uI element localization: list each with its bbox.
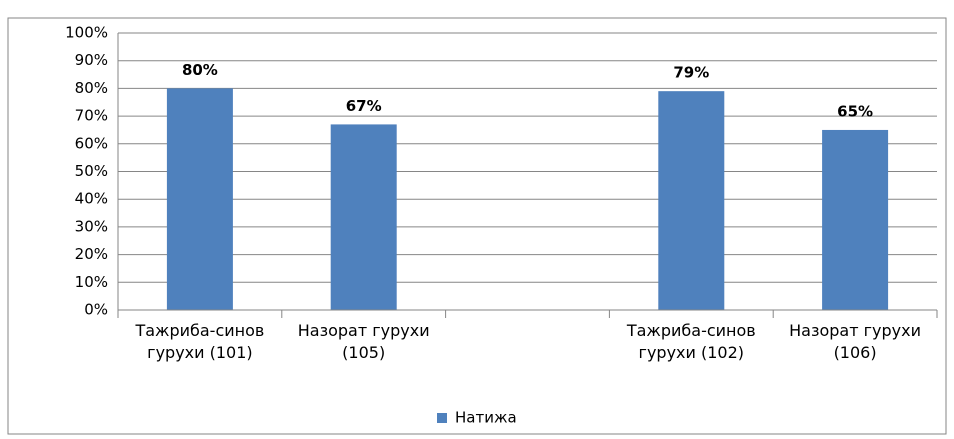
x-tick-label: Назорат гурухи (105) [297,321,430,362]
bar [166,88,233,311]
value-label: 79% [673,64,709,82]
chart-border [7,17,947,435]
y-tick-label: 80% [75,79,108,97]
x-tick-label: Тажриба-синов гурухи (102) [626,321,756,362]
value-label: 65% [837,102,873,120]
y-tick-label: 50% [75,162,108,180]
value-label: 67% [346,97,382,115]
value-label: 80% [182,61,218,79]
bar [658,91,725,310]
y-tick-label: 0% [84,301,108,319]
legend-swatch [437,413,447,423]
y-tick-label: 10% [75,273,108,291]
y-tick-label: 70% [75,107,108,125]
y-tick-label: 90% [75,51,108,69]
y-tick-label: 40% [75,190,108,208]
y-tick-label: 100% [65,24,108,42]
bar [822,129,889,310]
bar [330,124,397,310]
x-tick-label: Назорат гурухи (106) [789,321,922,362]
x-tick-label: Тажриба-синов гурухи (101) [135,321,265,362]
y-tick-label: 20% [75,245,108,263]
legend-label: Натижа [455,409,517,427]
y-tick-label: 30% [75,217,108,235]
y-tick-label: 60% [75,134,108,152]
